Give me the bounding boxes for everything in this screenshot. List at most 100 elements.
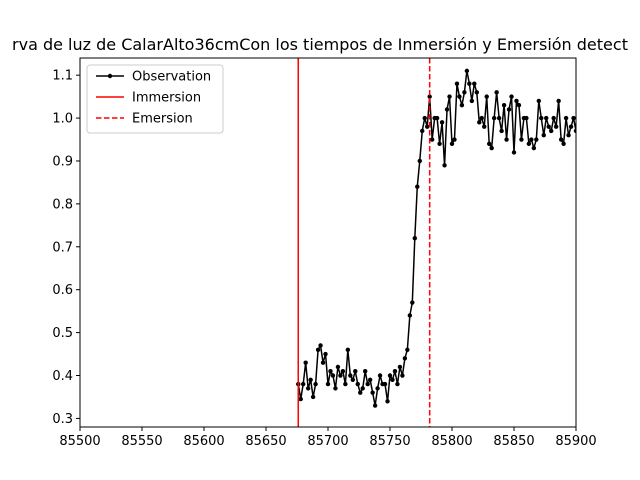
data-point — [367, 377, 373, 382]
data-point — [315, 347, 321, 352]
data-point — [422, 115, 427, 121]
x-tick-label: 85600 — [183, 434, 224, 449]
data-point — [427, 94, 432, 99]
data-point — [472, 81, 477, 86]
data-point — [556, 98, 561, 104]
data-point — [377, 373, 383, 378]
data-point — [454, 81, 460, 86]
legend-label-observation: Observation — [132, 70, 211, 85]
data-point — [385, 399, 390, 404]
data-point — [333, 386, 338, 391]
data-point — [343, 381, 348, 387]
data-point — [330, 373, 336, 378]
data-point — [439, 120, 445, 125]
data-point — [539, 115, 544, 121]
data-point — [571, 115, 576, 121]
data-point — [410, 300, 415, 305]
data-point — [358, 390, 363, 395]
legend-label-immersion: Immersion — [132, 91, 201, 106]
data-point — [551, 115, 556, 121]
y-tick-label: 0.4 — [52, 369, 73, 384]
data-point — [415, 184, 420, 189]
data-point — [365, 381, 370, 387]
x-tick-label: 85900 — [555, 434, 596, 449]
legend: Observation Immersion Emersion — [86, 64, 224, 134]
data-point — [496, 115, 502, 121]
data-point — [449, 141, 455, 147]
x-tick-label: 85550 — [121, 434, 162, 449]
x-tick-label: 85850 — [493, 434, 534, 449]
data-point — [499, 128, 504, 134]
data-point — [563, 115, 569, 121]
y-tick-label: 1.0 — [52, 112, 73, 127]
data-point — [350, 377, 355, 382]
data-point — [519, 137, 524, 142]
data-point — [407, 313, 413, 318]
data-point — [516, 103, 522, 108]
x-tick-label: 85650 — [245, 434, 286, 449]
x-tick-label: 85500 — [59, 434, 100, 449]
data-point — [549, 128, 554, 134]
data-point — [546, 124, 551, 129]
data-point — [568, 124, 574, 129]
data-point — [425, 124, 430, 129]
data-point — [459, 103, 465, 108]
plot-area — [296, 58, 576, 427]
y-axis: 0.3 0.4 0.5 0.6 0.7 0.8 0.9 1.0 1.1 — [52, 69, 80, 427]
data-point — [487, 141, 492, 147]
y-tick-label: 0.5 — [52, 326, 73, 341]
data-point — [353, 369, 358, 374]
data-point — [308, 377, 313, 382]
data-point — [320, 360, 326, 365]
data-point — [372, 403, 378, 408]
data-point — [442, 163, 447, 168]
data-point — [303, 360, 308, 365]
data-point — [395, 381, 400, 387]
data-point — [504, 137, 509, 142]
data-point — [301, 381, 306, 387]
data-point — [452, 137, 457, 142]
data-point — [462, 90, 467, 95]
data-point — [392, 369, 398, 374]
data-point — [566, 133, 571, 138]
data-point — [429, 137, 435, 142]
data-point — [494, 90, 499, 95]
data-point — [506, 107, 512, 112]
x-axis: 85500 85550 85600 85650 85700 85750 85800 85850… — [59, 427, 597, 449]
data-point — [509, 94, 514, 99]
data-point — [457, 94, 462, 99]
data-point — [489, 145, 494, 151]
y-tick-label: 0.9 — [52, 154, 73, 169]
data-point — [348, 373, 353, 378]
y-tick-label: 0.7 — [52, 240, 73, 255]
data-point — [325, 381, 331, 387]
data-point — [335, 364, 341, 370]
x-tick-label: 85700 — [307, 434, 348, 449]
data-point — [534, 137, 539, 142]
data-point — [305, 386, 311, 391]
data-point — [338, 373, 343, 378]
data-point — [397, 364, 403, 370]
x-tick-label: 85800 — [431, 434, 472, 449]
data-point — [524, 115, 529, 121]
data-point — [390, 377, 395, 382]
y-tick-label: 0.3 — [52, 412, 73, 427]
data-point — [434, 115, 440, 121]
data-point — [467, 81, 472, 86]
data-point — [412, 236, 417, 241]
data-point — [400, 373, 405, 378]
data-point — [464, 68, 470, 74]
data-point — [375, 386, 380, 391]
data-point — [511, 150, 517, 155]
legend-label-emersion: Emersion — [132, 112, 193, 127]
data-point — [484, 94, 489, 99]
data-point — [405, 347, 410, 352]
plot-clip-group — [296, 58, 576, 427]
data-point — [526, 141, 532, 147]
data-point — [544, 115, 549, 121]
data-point — [382, 381, 388, 387]
data-point — [298, 396, 303, 402]
data-point — [491, 115, 497, 121]
legend-marker — [107, 73, 113, 79]
